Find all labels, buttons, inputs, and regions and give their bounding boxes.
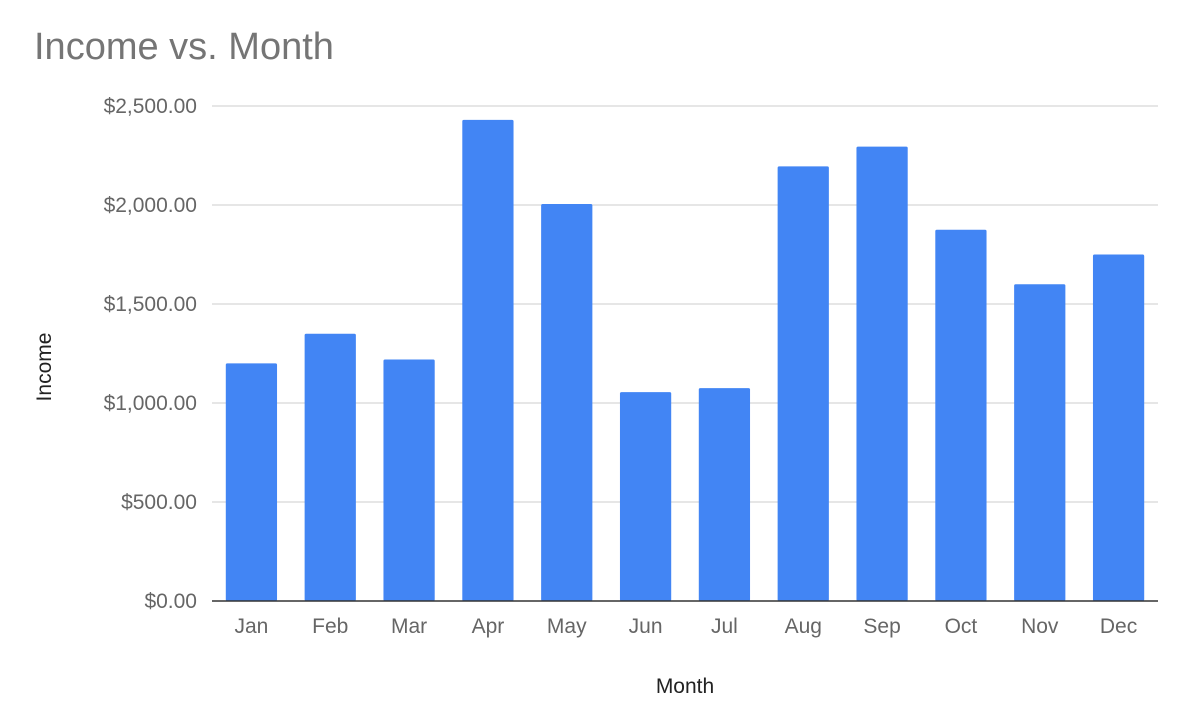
x-tick-label: May [547, 615, 587, 638]
chart-title: Income vs. Month [34, 26, 334, 68]
gridlines [212, 105, 1158, 503]
x-tick-label: Nov [1021, 615, 1059, 638]
bar-mar [383, 359, 435, 601]
x-tick-label: Aug [785, 615, 822, 638]
x-tick-labels: Jan Feb Mar Apr May Jun Jul Aug Sep Oct Nov Dec [234, 615, 1137, 638]
y-tick-label: $500.00 [121, 491, 197, 514]
x-tick-label: Dec [1100, 615, 1137, 638]
y-tick-labels: $0.00 $500.00 $1,000.00 $1,500.00 $2,000.00 $… [104, 95, 197, 613]
x-tick-label: Jan [234, 615, 268, 638]
y-tick-label: $1,500.00 [104, 293, 197, 316]
x-tick-label: Jul [711, 615, 738, 638]
y-tick-label: $2,000.00 [104, 194, 197, 217]
x-tick-label: Apr [472, 615, 505, 638]
bar-feb [304, 333, 356, 601]
y-tick-label: $1,000.00 [104, 392, 197, 415]
bar-sep [856, 146, 908, 601]
bar-may [541, 204, 593, 601]
x-tick-label: Mar [391, 615, 427, 638]
bar-jun [619, 392, 672, 601]
x-axis-title: Month [656, 675, 714, 698]
bar-nov [1014, 284, 1066, 601]
bar-aug [777, 166, 829, 601]
bar-jul [698, 388, 751, 601]
bar-apr [462, 119, 514, 602]
x-tick-label: Oct [945, 615, 978, 638]
bar-dec [1092, 254, 1145, 601]
bar-oct [935, 229, 987, 601]
x-tick-label: Feb [312, 615, 348, 638]
bar-jan [225, 363, 278, 601]
y-axis-title: Income [33, 333, 56, 402]
x-tick-label: Jun [629, 615, 663, 638]
bars [225, 119, 1145, 602]
y-tick-label: $2,500.00 [104, 95, 197, 118]
y-tick-label: $0.00 [144, 590, 197, 613]
x-tick-label: Sep [863, 615, 900, 638]
